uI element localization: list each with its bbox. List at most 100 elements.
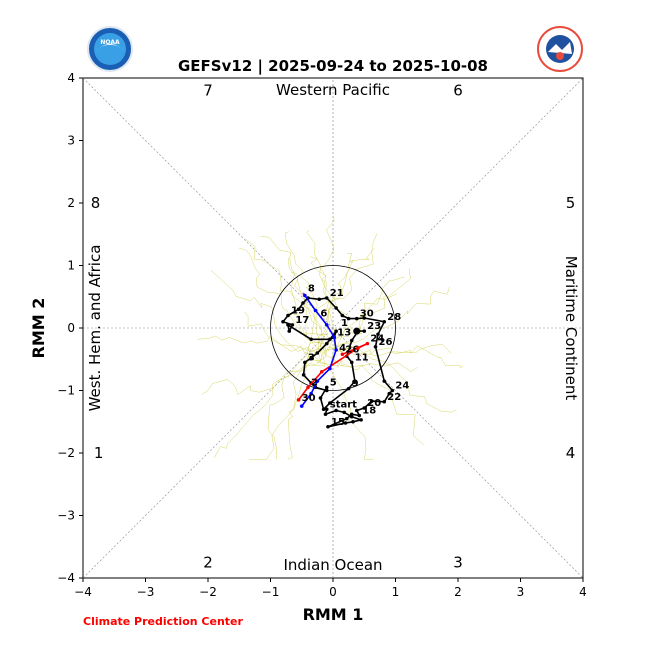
observed-point [382, 319, 387, 324]
x-tick-label: −4 [74, 585, 92, 599]
observed-point [309, 356, 313, 360]
observed-point-label: 5 [330, 377, 337, 388]
observed-point [290, 323, 295, 327]
noaa-logo-text: NOAA [100, 39, 120, 46]
forecast-blue-upper-line [304, 295, 335, 338]
observed-point [281, 319, 285, 324]
x-tick-label: −1 [262, 585, 280, 599]
observed-point [324, 385, 329, 390]
forecast-blue-line [301, 337, 337, 407]
y-tick-label: −1 [57, 384, 75, 398]
spread-line [267, 355, 326, 460]
forecast-point [334, 348, 338, 352]
phase-number: 5 [566, 194, 576, 212]
observed-point-label: 20 [367, 398, 381, 409]
annotation-label: 2 [311, 377, 318, 388]
x-tick-label: 0 [329, 585, 337, 599]
y-tick-label: 1 [67, 259, 75, 273]
region-label-right: Maritime Continent [562, 256, 580, 401]
observed-point-label: 30 [360, 309, 374, 320]
forecast-point-label: 24 [370, 334, 384, 345]
y-tick-label: 2 [67, 196, 75, 210]
y-tick-label: −4 [57, 571, 75, 585]
forecast-point [296, 398, 301, 402]
spread-line [320, 215, 335, 358]
observed-point [286, 313, 290, 318]
observed-point [343, 421, 348, 425]
observed-point [324, 341, 329, 346]
spread-line [238, 247, 321, 352]
forecast-point [299, 404, 304, 408]
ensemble-spread [197, 215, 464, 460]
observed-point [373, 344, 378, 349]
region-label-left: West. Hem. and Africa [86, 245, 104, 412]
x-axis-ticks: −4 −3 −2 −1 0 1 2 3 4 [74, 578, 587, 599]
spread-line [320, 286, 450, 354]
observed-point-label: 24 [395, 381, 409, 392]
x-tick-label: 2 [454, 585, 462, 599]
observed-point-label: 13 [337, 327, 351, 338]
x-tick-label: 4 [579, 585, 587, 599]
forecast-point [315, 379, 320, 383]
observed-point [324, 388, 329, 393]
observed-point [362, 316, 367, 320]
amplitude-circle [270, 265, 396, 391]
annotation-label: 4 [339, 343, 346, 354]
spread-line [306, 230, 338, 363]
spread-line [260, 236, 318, 362]
observed-point [387, 391, 392, 396]
observed-point [301, 301, 305, 305]
spread-line [327, 268, 412, 352]
observed-point-label: 9 [352, 379, 359, 390]
footer-credit: Climate Prediction Center [83, 615, 243, 628]
observed-point-label: 3 [308, 352, 315, 363]
observed-point [286, 323, 290, 327]
observed-point-label: 22 [387, 392, 401, 403]
x-tick-label: 1 [392, 585, 400, 599]
observed-point [390, 388, 395, 393]
phase-number: 8 [91, 194, 101, 212]
phase-number: 3 [453, 553, 463, 571]
spread-line [214, 341, 322, 458]
spread-line [210, 270, 321, 360]
observed-point [376, 332, 380, 337]
observed-point-label: 28 [387, 312, 401, 323]
spread-line [284, 231, 323, 347]
spread-line [244, 311, 339, 366]
observed-point [349, 360, 354, 365]
spread-line [328, 344, 452, 356]
observed-point-label: 17 [295, 315, 309, 326]
y-tick-label: 4 [67, 71, 75, 85]
spread-line [336, 345, 464, 369]
annotation-label: 6 [320, 309, 327, 320]
observed-point [309, 337, 313, 342]
observed-point [328, 337, 332, 342]
observed-point [349, 412, 354, 417]
observed-point [317, 297, 322, 302]
observed-point [346, 316, 351, 321]
y-axis-label: RMM 2 [29, 298, 48, 359]
x-tick-label: 3 [517, 585, 525, 599]
annotation-label: 8 [308, 284, 315, 295]
observed-point [357, 413, 362, 418]
forecast-point [306, 385, 310, 390]
observed-point [323, 412, 328, 417]
observed-point [287, 329, 292, 333]
forecast-point [332, 335, 337, 340]
observed-point-label: start [330, 399, 357, 410]
region-label-top: Western Pacific [276, 81, 390, 99]
observed-point [318, 396, 323, 400]
forecast-point [365, 341, 370, 346]
x-tick-label: −2 [199, 585, 217, 599]
forecast-point [313, 308, 318, 313]
forecast-point [324, 323, 329, 327]
observed-point [324, 296, 329, 300]
observed-point-label: 19 [291, 306, 305, 317]
y-tick-label: −2 [57, 446, 75, 460]
observed-point [324, 407, 329, 412]
observed-point [334, 408, 338, 413]
spread-line [316, 355, 418, 373]
